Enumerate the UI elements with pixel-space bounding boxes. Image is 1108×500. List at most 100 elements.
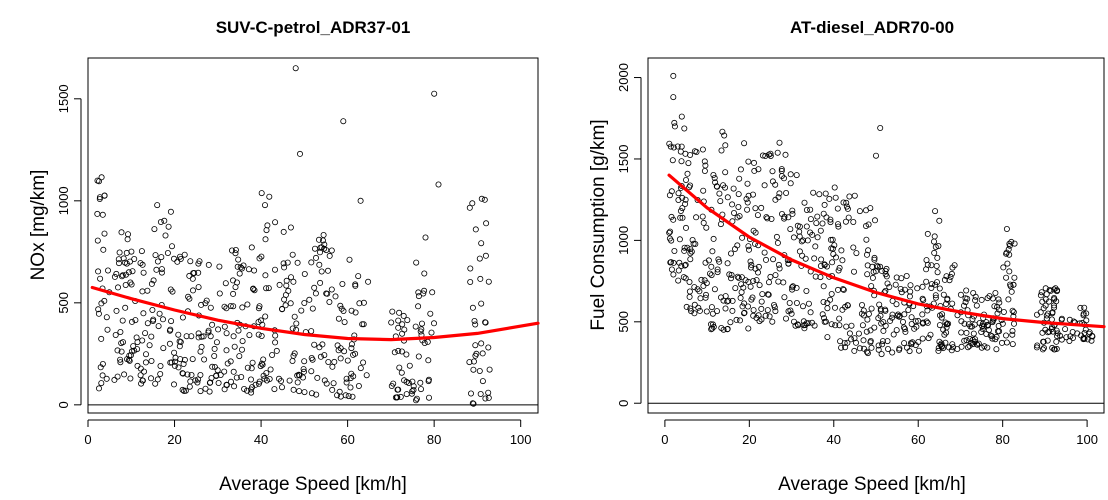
fuel-data-point: [741, 310, 748, 317]
fuel-data-point: [697, 295, 704, 302]
nox-data-point: [301, 270, 308, 277]
fuel-data-point: [975, 340, 982, 347]
nox-data-point: [329, 363, 336, 370]
nox-data-point: [128, 318, 135, 325]
fuel-data-point: [677, 148, 684, 155]
fuel-data-point: [710, 171, 717, 178]
fuel-data-point: [1088, 337, 1095, 344]
fuel-data-point: [901, 340, 908, 347]
fuel-data-point: [1040, 338, 1047, 345]
fuel-data-point: [772, 196, 779, 203]
nox-data-point: [355, 382, 362, 389]
fuel-data-point: [842, 218, 849, 225]
fuel-data-point: [995, 296, 1002, 303]
fuel-data-point: [914, 285, 921, 292]
fuel-data-point: [689, 236, 696, 243]
nox-data-point: [223, 330, 230, 337]
fuel-data-point: [1006, 251, 1013, 258]
fuel-data-point: [669, 157, 676, 164]
nox-data-point: [134, 362, 141, 369]
nox-data-point: [262, 313, 269, 320]
fuel-data-point: [767, 273, 774, 280]
fuel-data-point: [766, 279, 773, 286]
fuel-data-point: [972, 336, 979, 343]
nox-data-point: [235, 256, 242, 263]
fuel-data-point: [901, 311, 908, 318]
fuel-data-point: [728, 275, 735, 282]
fuel-data-point: [787, 307, 794, 314]
fuel-data-point: [916, 347, 923, 354]
nox-data-point: [138, 380, 145, 387]
fuel-data-point: [935, 347, 942, 354]
fuel-data-point: [759, 291, 766, 298]
nox-data-point: [395, 317, 402, 324]
nox-data-point: [318, 244, 325, 251]
nox-data-point: [156, 310, 163, 317]
fuel-data-point: [796, 228, 803, 235]
fuel-data-point: [721, 132, 728, 139]
fuel-data-point: [693, 214, 700, 221]
nox-data-point: [466, 359, 473, 366]
fuel-data-point: [801, 325, 808, 332]
fuel-data-point: [937, 312, 944, 319]
fuel-data-point: [978, 344, 985, 351]
fuel-data-point: [860, 312, 867, 319]
nox-data-point: [116, 260, 123, 267]
fuel-data-point: [776, 190, 783, 197]
fuel-data-point: [845, 214, 852, 221]
nox-data-point: [120, 339, 127, 346]
nox-data-point: [421, 339, 428, 346]
fuel-fit-curve: [667, 173, 1106, 329]
fuel-data-point: [683, 176, 690, 183]
fuel-data-point: [772, 272, 779, 279]
fuel-data-point: [751, 167, 758, 174]
fuel-data-point: [789, 284, 796, 291]
fuel-data-point: [731, 209, 738, 216]
fuel-data-point: [807, 206, 814, 213]
nox-data-point: [262, 272, 269, 279]
nox-data-point: [348, 341, 355, 348]
fuel-data-point: [701, 167, 708, 174]
nox-y-axis-label: NOx [mg/km]: [28, 170, 49, 281]
nox-data-point: [326, 252, 333, 259]
nox-data-point: [329, 386, 336, 393]
nox-data-point: [171, 362, 178, 369]
fuel-data-point: [744, 180, 751, 187]
fuel-data-point: [687, 250, 694, 257]
nox-data-point: [479, 350, 486, 357]
fuel-data-point: [963, 337, 970, 344]
nox-data-point: [158, 266, 165, 273]
fuel-x-tick-label: 100: [1076, 432, 1098, 447]
nox-data-point: [420, 290, 427, 297]
nox-data-point: [246, 332, 253, 339]
fuel-data-point: [992, 289, 999, 296]
fuel-data-point: [1051, 294, 1058, 301]
fuel-data-point: [1054, 333, 1061, 340]
fuel-data-point: [675, 267, 682, 274]
nox-data-point: [250, 285, 257, 292]
fuel-data-point: [780, 279, 787, 286]
nox-data-point: [230, 290, 237, 297]
fuel-data-point: [958, 343, 965, 350]
nox-fit-curve: [90, 285, 540, 342]
nox-data-point: [232, 250, 239, 257]
fuel-data-point: [936, 322, 943, 329]
fuel-data-point: [974, 341, 981, 348]
fuel-data-point: [925, 335, 932, 342]
fuel-data-point: [832, 194, 839, 201]
nox-data-point: [160, 345, 167, 352]
fuel-data-point: [695, 304, 702, 311]
nox-data-point: [485, 278, 492, 285]
nox-data-point: [113, 270, 120, 277]
nox-data-point: [122, 281, 129, 288]
fuel-data-point: [677, 214, 684, 221]
fuel-data-point: [758, 204, 765, 211]
nox-data-point: [292, 65, 299, 72]
fuel-data-point: [851, 268, 858, 275]
nox-data-point: [217, 371, 224, 378]
fuel-data-point: [750, 227, 757, 234]
nox-data-point: [331, 358, 338, 365]
fuel-data-point: [865, 221, 872, 228]
fuel-data-point: [1005, 296, 1012, 303]
nox-data-point: [273, 347, 280, 354]
